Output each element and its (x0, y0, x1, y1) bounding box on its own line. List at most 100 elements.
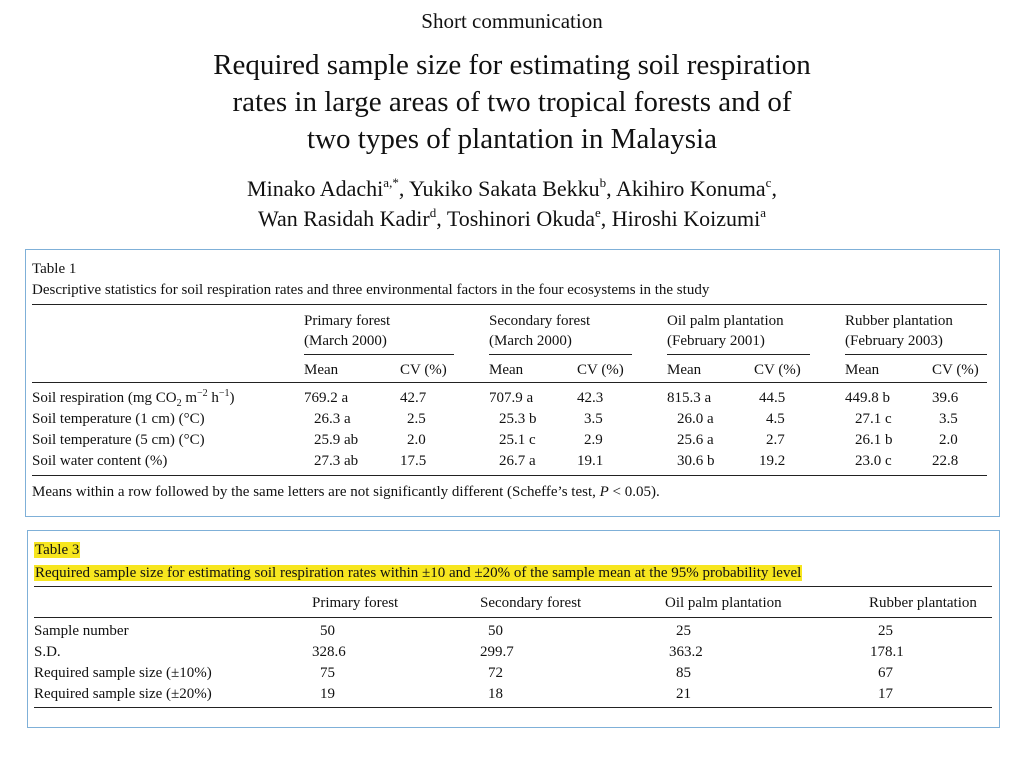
table-cell: 3.5 (584, 411, 603, 427)
affiliation-marker: a,* (383, 175, 399, 190)
column-group-header: Oil palm plantation (February 2001) (667, 313, 784, 349)
table-cell: 19.1 (577, 453, 604, 469)
table-cell: 85 (676, 665, 691, 681)
table-cell: 299.7 (480, 644, 514, 660)
table-cell: 23.0 c (855, 453, 892, 469)
table-cell: 75 (320, 665, 335, 681)
table-cell: 26.7 a (499, 453, 536, 469)
table-bottom-rule (32, 475, 987, 476)
row-label: Soil water content (%) (32, 453, 168, 469)
table-cell: 178.1 (870, 644, 904, 660)
table-cell: 2.0 (939, 432, 958, 448)
row-label: Sample number (34, 623, 129, 639)
table-cell: 2.0 (407, 432, 426, 448)
column-group-header: Secondary forest (March 2000) (489, 313, 591, 349)
table-cell: 328.6 (312, 644, 346, 660)
table-cell: 42.3 (577, 390, 604, 406)
subheader-cv: CV (%) (932, 362, 979, 378)
table-3-panel: Table 3 Required sample size for estimat… (27, 530, 1000, 728)
title-line: two types of plantation in Malaysia (307, 123, 717, 155)
table-cell: 25.1 c (499, 432, 536, 448)
table-cell: 19.2 (759, 453, 786, 469)
table-cell: 19 (320, 686, 335, 702)
row-label: Soil temperature (1 cm) (°C) (32, 411, 205, 427)
table-cell: 21 (676, 686, 691, 702)
title-line: Required sample size for estimating soil… (213, 49, 811, 81)
table-cell: 25 (676, 623, 691, 639)
table-cell: 17.5 (400, 453, 427, 469)
table-cell: 25 (878, 623, 893, 639)
table-cell: 363.2 (669, 644, 703, 660)
author-name: Toshinori Okuda (446, 206, 595, 231)
table-cell: 39.6 (932, 390, 959, 406)
author-name: Hiroshi Koizumi (611, 206, 761, 231)
table-cell: 769.2 a (304, 390, 349, 406)
column-header: Rubber plantation (869, 595, 977, 611)
table-cell: 30.6 b (677, 453, 715, 469)
table-top-rule (32, 304, 987, 305)
table-footnote: Means within a row followed by the same … (32, 484, 660, 500)
table-caption: Descriptive statistics for soil respirat… (32, 282, 710, 298)
table-cell: 4.5 (766, 411, 785, 427)
affiliation-marker: a (760, 205, 767, 220)
table-cell: 26.3 a (314, 411, 351, 427)
table-cell: 44.5 (759, 390, 786, 406)
table-cell: 26.0 a (677, 411, 714, 427)
table-cell: 50 (488, 623, 503, 639)
subheader-mean: Mean (667, 362, 702, 378)
author-name: Wan Rasidah Kadir (257, 206, 430, 231)
table-cell: 449.8 b (845, 390, 890, 406)
table-cell: 72 (488, 665, 503, 681)
affiliation-marker: d (429, 205, 437, 220)
table-cell: 25.9 ab (314, 432, 359, 448)
author-name: Akihiro Konuma (615, 176, 766, 201)
subheader-cv: CV (%) (754, 362, 801, 378)
subheader-mean: Mean (489, 362, 524, 378)
row-label: Required sample size (±10%) (34, 665, 212, 681)
subheader-mean: Mean (304, 362, 339, 378)
table-caption: Required sample size for estimating soil… (34, 565, 803, 581)
table-top-rule (34, 586, 992, 587)
column-header: Primary forest (312, 595, 399, 611)
table-label: Table 1 (32, 261, 77, 277)
table-cell: 67 (878, 665, 893, 681)
column-group-header: Primary forest (March 2000) (304, 313, 391, 349)
affiliation-marker: e (594, 205, 601, 220)
table-cell: 17 (878, 686, 893, 702)
section-kicker: Short communication (421, 9, 603, 33)
table-label: Table 3 (34, 542, 81, 558)
table-bottom-rule (34, 707, 992, 708)
affiliation-marker: c (765, 175, 772, 190)
author-name: Minako Adachi (247, 176, 384, 201)
table-cell: 18 (488, 686, 503, 702)
table-cell: 2.9 (584, 432, 603, 448)
author-list: Minako Adachia,*, Yukiko Sakata Bekkub, … (0, 174, 1024, 234)
author-name: Yukiko Sakata Bekku (409, 176, 600, 201)
table-cell: 26.1 b (855, 432, 893, 448)
table-cell: 22.8 (932, 453, 959, 469)
table-cell: 25.6 a (677, 432, 714, 448)
table-cell: 3.5 (939, 411, 958, 427)
affiliation-marker: b (599, 175, 607, 190)
row-label: Soil respiration (mg CO2 m−2 h−1) (32, 388, 235, 409)
table-cell: 707.9 a (489, 390, 534, 406)
paper-title: Required sample size for estimating soil… (0, 47, 1024, 158)
subheader-cv: CV (%) (577, 362, 624, 378)
table-cell: 27.3 ab (314, 453, 359, 469)
subheader-cv: CV (%) (400, 362, 447, 378)
group-rule (667, 354, 810, 355)
row-label: Required sample size (±20%) (34, 686, 212, 702)
header-rule (34, 617, 992, 618)
header-rule (32, 382, 987, 383)
table-cell: 2.5 (407, 411, 426, 427)
column-header: Oil palm plantation (665, 595, 782, 611)
title-line: rates in large areas of two tropical for… (232, 86, 792, 118)
table-cell: 25.3 b (499, 411, 537, 427)
table-1-panel: Table 1 Descriptive statistics for soil … (25, 249, 1000, 517)
column-group-header: Rubber plantation (February 2003) (845, 313, 953, 349)
table-cell: 50 (320, 623, 335, 639)
author-line: Wan Rasidah Kadird, Toshinori Okudae, Hi… (257, 205, 767, 231)
subheader-mean: Mean (845, 362, 880, 378)
table-cell: 2.7 (766, 432, 785, 448)
row-label: Soil temperature (5 cm) (°C) (32, 432, 205, 448)
